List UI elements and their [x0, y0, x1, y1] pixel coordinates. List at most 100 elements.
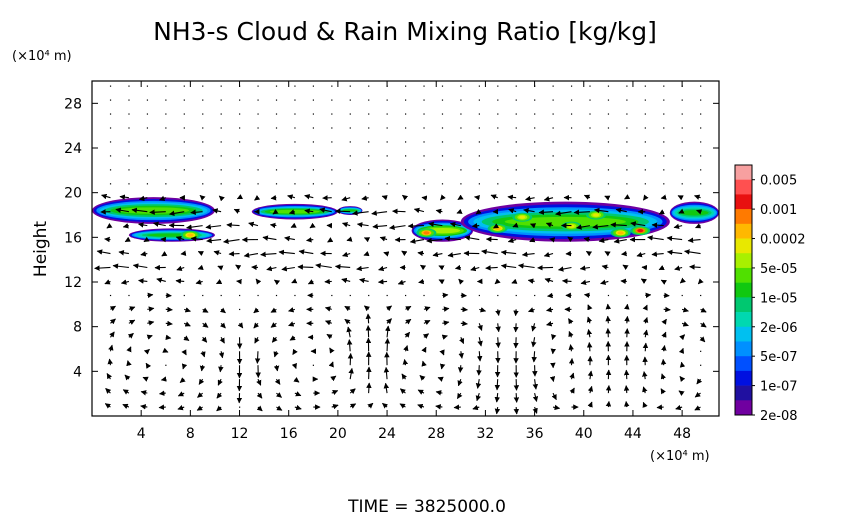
vector-arrow	[401, 373, 408, 380]
vector-dot	[294, 169, 296, 171]
vector-arrow	[623, 385, 630, 394]
vector-arrow	[459, 337, 465, 345]
vector-arrow	[235, 264, 242, 271]
vector-dot	[128, 294, 130, 297]
vector-arrow	[531, 323, 537, 332]
vector-dot	[552, 183, 554, 185]
vector-arrow	[586, 316, 593, 324]
vector-arrow	[356, 222, 369, 228]
vector-arrow	[543, 196, 554, 202]
vector-dot	[109, 113, 112, 115]
vector-arrow	[197, 264, 204, 271]
vector-arrow	[642, 194, 649, 201]
vector-arrow	[568, 358, 575, 366]
vector-arrow	[183, 335, 190, 342]
vector-dot	[460, 141, 462, 143]
vector-arrow	[186, 224, 203, 230]
vector-arrow	[481, 249, 498, 255]
vector-arrow	[696, 209, 703, 215]
vector-dot	[331, 169, 333, 171]
cloud-core-0-ring-3	[187, 233, 194, 237]
vector-dot	[497, 85, 499, 87]
vector-dot	[368, 141, 370, 143]
vector-arrow	[464, 235, 480, 241]
vector-arrow	[218, 365, 224, 373]
vector-dot	[607, 141, 610, 143]
vector-arrow	[613, 238, 627, 244]
vector-arrow	[200, 351, 206, 358]
vector-arrow	[643, 329, 649, 338]
vector-arrow	[179, 377, 186, 383]
vector-arrow	[384, 325, 391, 338]
vector-dot	[294, 183, 296, 185]
vector-arrow	[389, 224, 406, 231]
vector-dot	[552, 127, 554, 129]
vector-dot	[681, 155, 683, 157]
y-tick-label: 4	[73, 364, 82, 380]
y-tick-label: 8	[73, 320, 82, 336]
vector-dot	[460, 155, 462, 157]
vector-arrow	[363, 237, 371, 243]
vector-dot	[109, 294, 112, 297]
vector-dot	[239, 308, 241, 311]
vector-dot	[626, 183, 628, 185]
vector-dot	[257, 127, 259, 129]
vector-arrow	[142, 376, 149, 382]
vector-arrow	[661, 331, 667, 338]
vector-arrow	[364, 305, 370, 312]
chart-title: NH3-s Cloud & Rain Mixing Ratio [kg/kg]	[153, 17, 657, 46]
vector-arrow	[212, 208, 222, 214]
vector-arrow	[256, 378, 262, 386]
vector-dot	[478, 141, 480, 143]
vector-dot	[220, 113, 222, 115]
vector-arrow	[471, 223, 480, 229]
vector-dot	[405, 169, 407, 171]
vector-dot	[607, 294, 610, 297]
vector-dot	[570, 155, 573, 157]
vector-arrow	[426, 237, 443, 244]
vector-dot	[552, 169, 554, 171]
colorbar-swatch	[735, 297, 752, 313]
vector-dot	[275, 155, 278, 157]
vector-dot	[497, 141, 499, 143]
vector-dot	[202, 85, 204, 87]
vector-arrow	[165, 306, 173, 313]
vector-dot	[220, 294, 222, 297]
cloud-core-2-ring-3	[519, 215, 526, 219]
y-ticks: 4 8 12 16 20 24 28	[64, 96, 719, 380]
vector-arrow	[586, 328, 593, 338]
vector-dot	[109, 183, 112, 185]
vector-arrow	[623, 400, 630, 408]
vector-arrow	[304, 208, 314, 214]
vector-dot	[626, 127, 628, 129]
vector-dot	[644, 113, 646, 115]
vector-dot	[423, 85, 425, 87]
vector-dot	[681, 141, 683, 143]
vector-dot	[331, 141, 333, 143]
vector-dot	[312, 99, 314, 101]
vector-dot	[331, 99, 333, 101]
vector-arrow	[162, 347, 169, 353]
vector-dot	[478, 113, 480, 115]
vector-arrow	[442, 292, 449, 299]
vector-arrow	[527, 278, 535, 284]
vector-arrow	[115, 207, 129, 214]
vector-dot	[386, 141, 388, 143]
vector-arrow	[219, 337, 225, 344]
vector-dot	[405, 183, 407, 185]
vector-dot	[478, 99, 480, 101]
vector-dot	[183, 155, 185, 157]
vector-dot	[349, 169, 351, 171]
vector-arrow	[205, 224, 222, 230]
vector-arrow	[585, 250, 593, 257]
vector-arrow	[96, 249, 111, 255]
vector-dot	[312, 364, 314, 366]
colorbar-swatch	[735, 194, 752, 210]
vector-arrow	[216, 392, 223, 399]
vector-dot	[515, 169, 517, 171]
vector-dot	[386, 169, 388, 171]
vector-dot	[644, 155, 646, 157]
vector-dot	[128, 113, 130, 115]
vector-arrow	[587, 370, 594, 380]
